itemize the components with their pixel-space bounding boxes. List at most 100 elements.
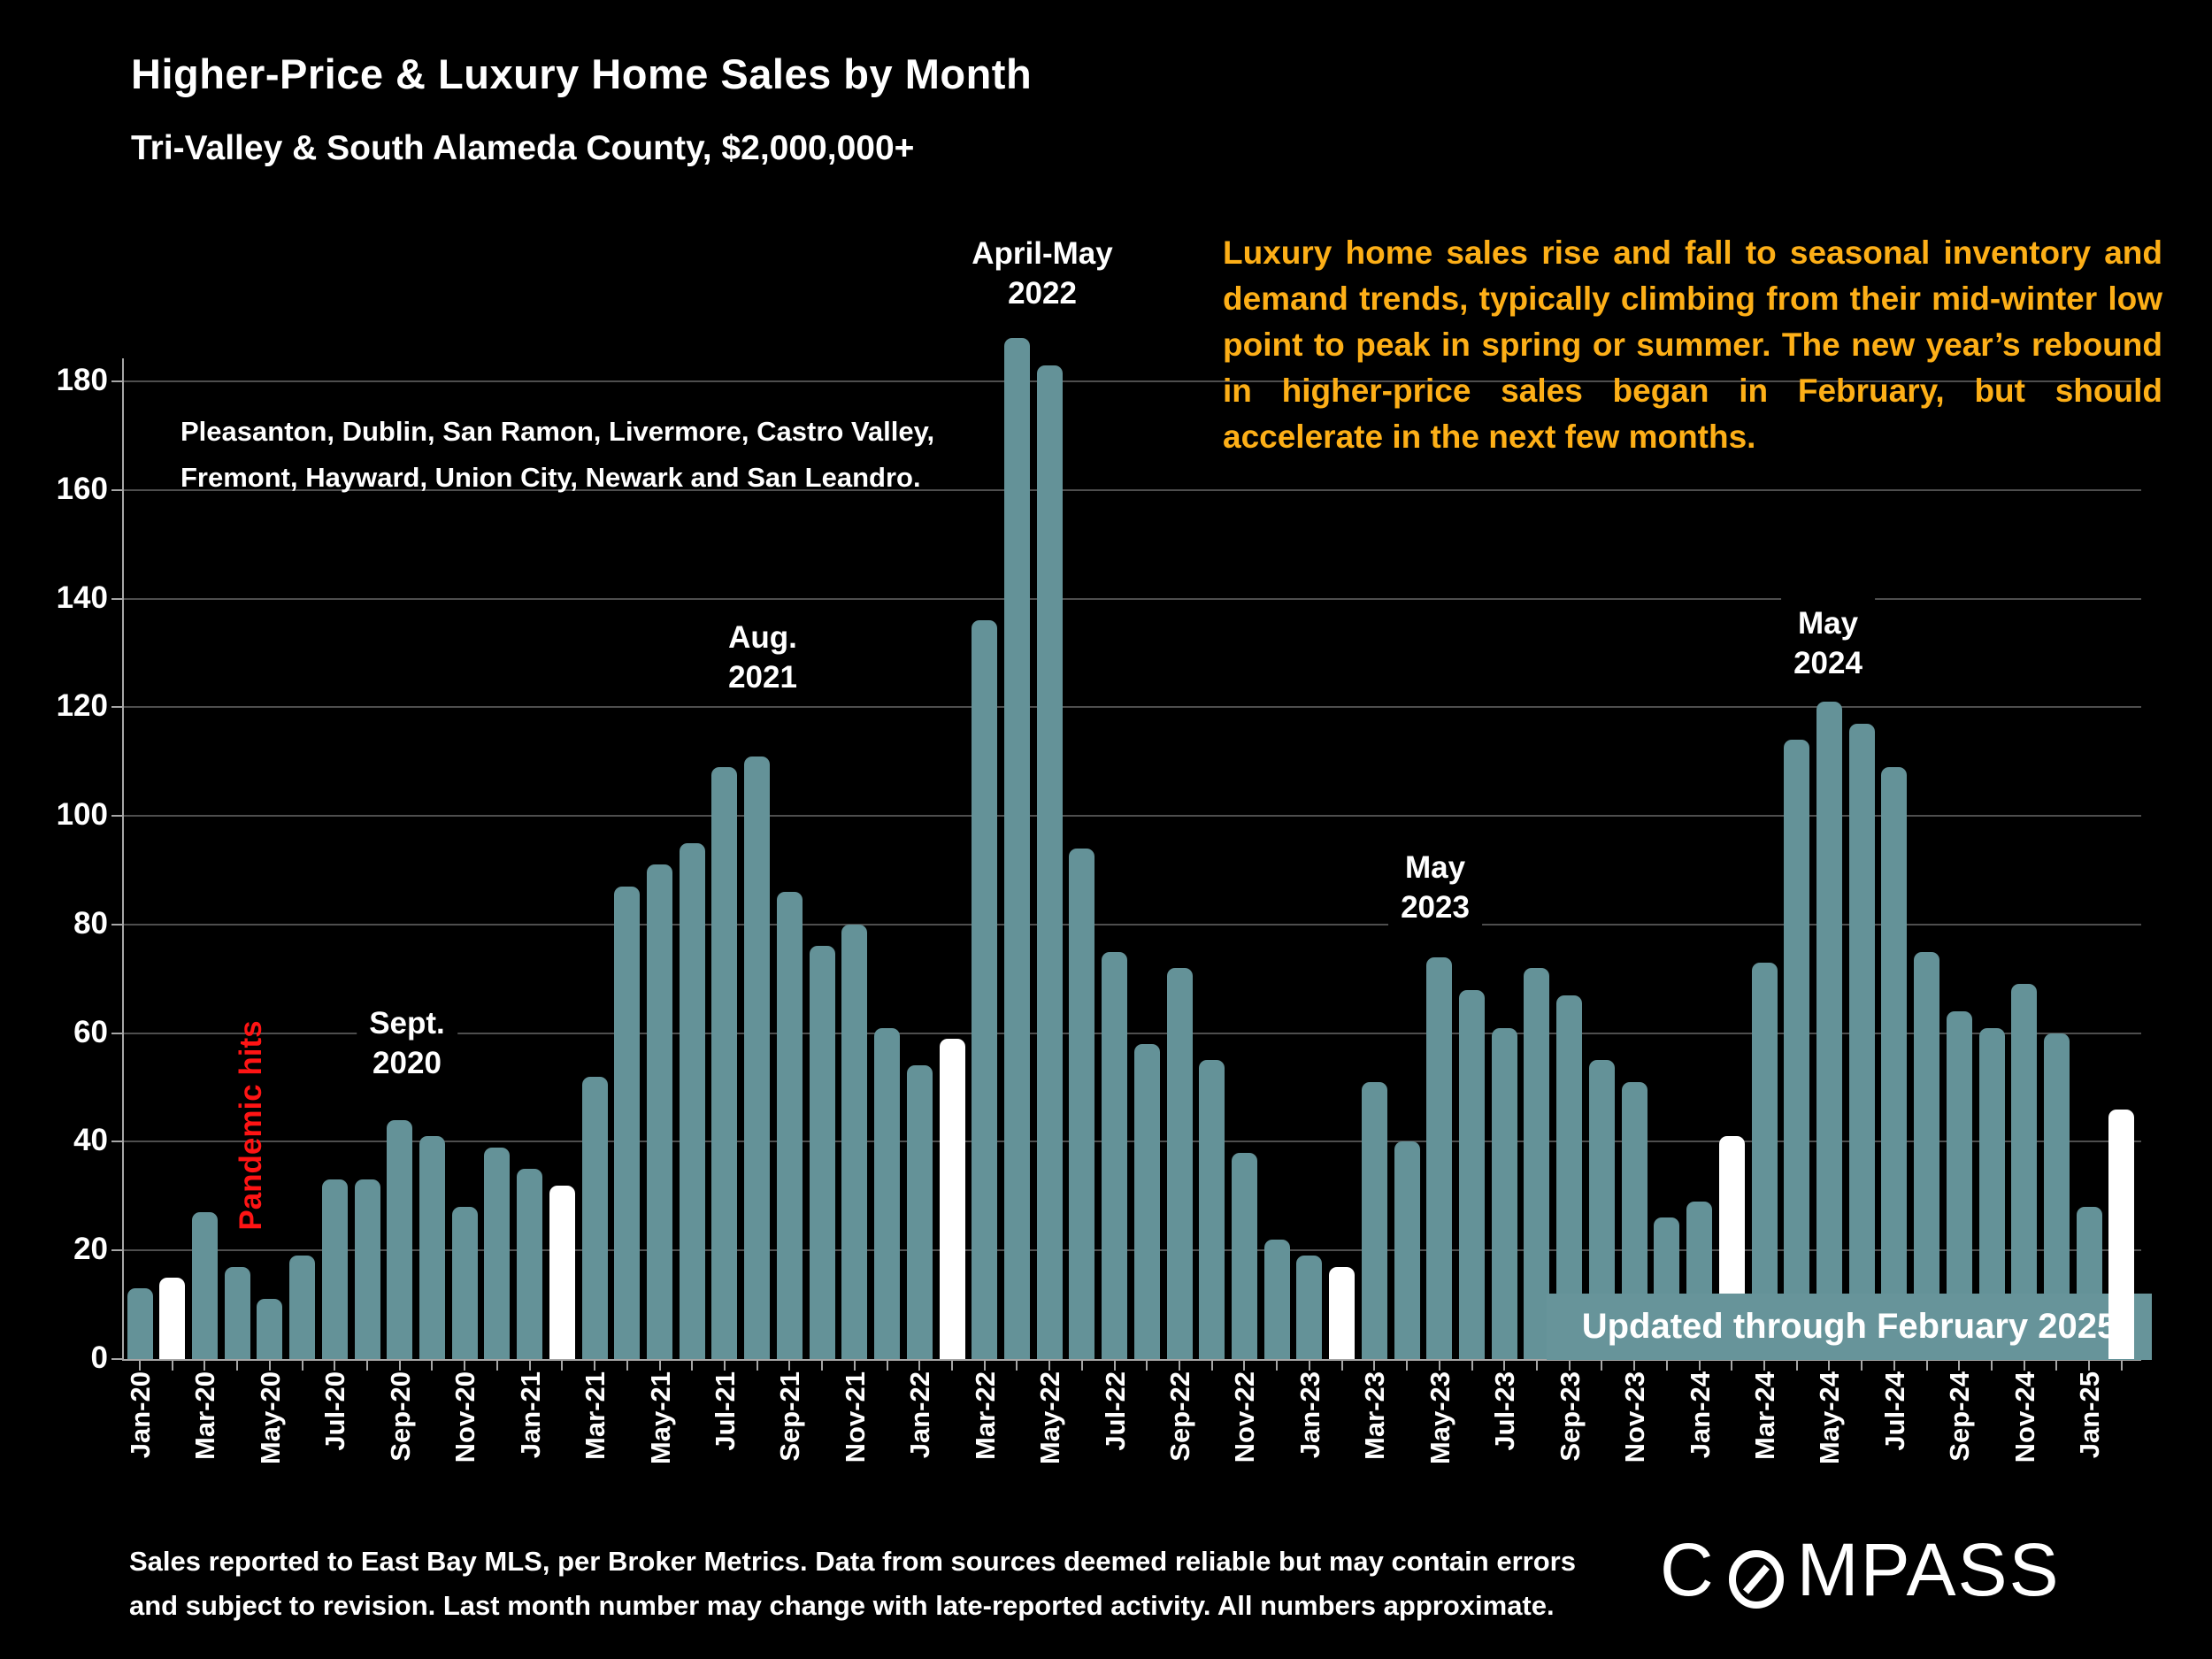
y-tick-60	[111, 1032, 122, 1034]
x-axis-label-May-21: May-21	[644, 1371, 676, 1465]
annotation-line: 2022	[1008, 276, 1077, 311]
x-axis-label-Sep-22: Sep-22	[1164, 1371, 1196, 1462]
x-tick-Jun-22	[1080, 1361, 1083, 1371]
x-tick-Apr-22	[1016, 1361, 1018, 1371]
bar-Jul-21	[711, 766, 738, 1359]
y-axis-label-120: 120	[56, 688, 108, 724]
x-axis-label-Jan-24: Jan-24	[1684, 1371, 1716, 1459]
bar-Apr-23	[1394, 1141, 1420, 1359]
y-tick-20	[111, 1249, 122, 1252]
x-tick-Jan-24	[1698, 1361, 1701, 1371]
bar-Jan-22	[906, 1065, 933, 1359]
y-tick-0	[111, 1358, 122, 1360]
bar-Feb-20	[159, 1277, 186, 1359]
x-axis-label-Sep-24: Sep-24	[1944, 1371, 1976, 1462]
bar-Jul-22	[1102, 951, 1128, 1359]
x-tick-Jan-22	[918, 1361, 921, 1371]
bar-Dec-20	[484, 1147, 511, 1359]
annotation-line: Aug.	[728, 620, 797, 655]
x-axis-label-Sep-20: Sep-20	[384, 1371, 416, 1462]
x-tick-Mar-22	[983, 1361, 986, 1371]
bar-Oct-20	[419, 1136, 445, 1359]
annotation-may-2024: May 2024	[1781, 598, 1875, 688]
gridline-180	[124, 380, 2141, 382]
x-tick-Jan-20	[139, 1361, 141, 1371]
x-tick-Sep-24	[1958, 1361, 1961, 1371]
x-tick-Nov-20	[464, 1361, 466, 1371]
bar-Jan-20	[127, 1288, 153, 1359]
bar-Jul-20	[321, 1179, 348, 1359]
x-tick-Nov-24	[2023, 1361, 2025, 1371]
annotation-may-2023: May 2023	[1388, 842, 1482, 933]
y-axis-label-20: 20	[73, 1232, 108, 1267]
x-tick-Dec-21	[886, 1361, 888, 1371]
x-axis-label-Sep-23: Sep-23	[1554, 1371, 1586, 1462]
x-tick-May-23	[1438, 1361, 1440, 1371]
x-tick-Dec-23	[1665, 1361, 1668, 1371]
bar-Oct-22	[1199, 1060, 1225, 1359]
bar-Dec-22	[1263, 1239, 1290, 1359]
pandemic-hits-annotation: Pandemic hits	[234, 1020, 268, 1231]
bar-Jun-21	[679, 842, 705, 1359]
bar-Feb-25	[2108, 1109, 2135, 1359]
x-axis-label-Mar-21: Mar-21	[580, 1371, 611, 1460]
x-tick-Mar-21	[594, 1361, 596, 1371]
gridline-20	[124, 1249, 2141, 1252]
x-axis-label-May-20: May-20	[254, 1371, 286, 1465]
annotation-line: 2020	[373, 1046, 442, 1080]
bar-Jun-20	[289, 1256, 316, 1359]
bar-Jun-22	[1069, 848, 1095, 1359]
annotation-line: Sept.	[369, 1006, 445, 1041]
bar-Aug-24	[1914, 951, 1940, 1359]
bar-Mar-24	[1751, 962, 1778, 1359]
x-axis-label-Jul-24: Jul-24	[1878, 1371, 1910, 1451]
bar-Mar-23	[1361, 1081, 1387, 1359]
bar-Apr-21	[614, 886, 641, 1359]
annotation-sept-2020: Sept. 2020	[357, 998, 457, 1088]
x-tick-Jan-25	[2088, 1361, 2091, 1371]
x-axis-label-Sep-21: Sep-21	[774, 1371, 806, 1462]
x-tick-Mar-24	[1763, 1361, 1765, 1371]
y-tick-40	[111, 1141, 122, 1143]
y-tick-140	[111, 597, 122, 600]
y-axis-label-0: 0	[90, 1340, 108, 1375]
page-subtitle: Tri-Valley & South Alameda County, $2,00…	[131, 129, 915, 167]
bar-May-24	[1816, 702, 1842, 1359]
x-tick-Jun-20	[301, 1361, 303, 1371]
bar-Jul-24	[1881, 766, 1908, 1359]
bar-Jan-23	[1296, 1256, 1323, 1359]
gridline-40	[124, 1141, 2141, 1143]
x-tick-Jun-24	[1861, 1361, 1863, 1371]
bar-Aug-21	[744, 756, 771, 1359]
x-axis-label-Jul-20: Jul-20	[319, 1371, 351, 1451]
x-axis-label-Nov-21: Nov-21	[839, 1371, 871, 1463]
bar-Nov-22	[1231, 1152, 1257, 1359]
annotation-aug-2021: Aug. 2021	[716, 612, 810, 703]
x-tick-Jul-24	[1893, 1361, 1895, 1371]
y-tick-180	[111, 380, 122, 382]
x-tick-Oct-23	[1601, 1361, 1603, 1371]
x-tick-Aug-21	[756, 1361, 758, 1371]
bar-Mar-21	[581, 1076, 608, 1359]
x-axis-label-Nov-24: Nov-24	[2008, 1371, 2040, 1463]
commentary-text: Luxury home sales rise and fall to seaso…	[1223, 234, 2162, 455]
bar-Feb-23	[1329, 1266, 1356, 1359]
x-tick-Apr-20	[236, 1361, 239, 1371]
x-axis-label-Mar-22: Mar-22	[969, 1371, 1001, 1460]
y-tick-100	[111, 815, 122, 818]
bar-Apr-20	[224, 1266, 250, 1359]
x-tick-Sep-23	[1568, 1361, 1571, 1371]
annotation-line: 2021	[728, 660, 797, 695]
x-tick-Oct-21	[821, 1361, 824, 1371]
y-tick-80	[111, 923, 122, 926]
x-tick-Aug-23	[1535, 1361, 1538, 1371]
x-tick-May-22	[1048, 1361, 1051, 1371]
x-tick-Jan-23	[1308, 1361, 1310, 1371]
bar-Mar-20	[191, 1212, 218, 1359]
bar-Jun-23	[1459, 989, 1486, 1359]
footer-line2: and subject to revision. Last month numb…	[129, 1590, 1555, 1621]
bar-May-21	[647, 864, 673, 1359]
bar-Apr-24	[1784, 740, 1810, 1359]
